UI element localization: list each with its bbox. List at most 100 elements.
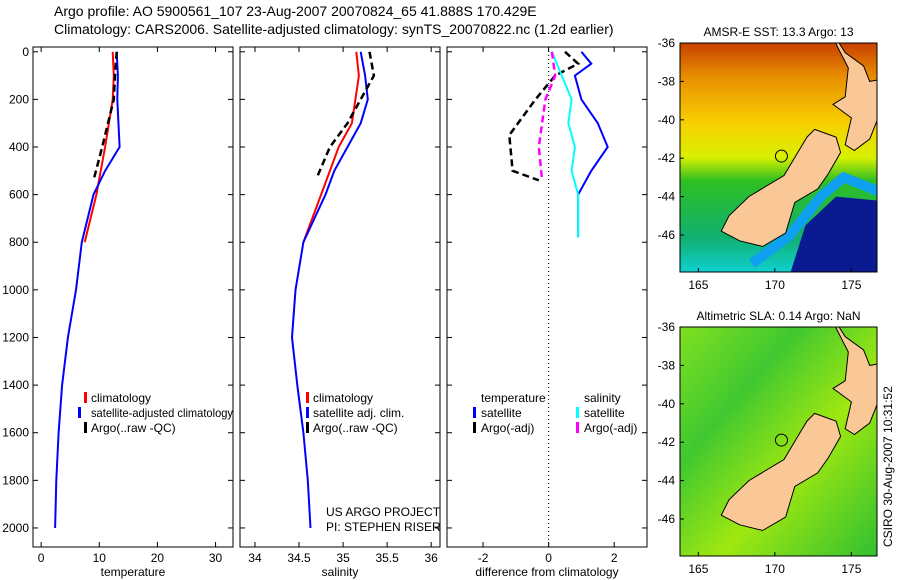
series-satellite-adj-clim- — [290, 51, 369, 529]
y-tick-label: -44 — [658, 474, 676, 488]
x-tick-label: 10 — [93, 551, 107, 565]
y-tick-label: -40 — [658, 113, 676, 127]
legend-swatch — [576, 407, 579, 418]
x-tick-label: 0 — [545, 551, 552, 565]
title-line-2: Climatology: CARS2006. Satellite-adjuste… — [54, 21, 614, 37]
series-argo-raw-qc- — [315, 51, 376, 179]
legend-swatch — [576, 422, 579, 433]
axes-frame — [446, 46, 648, 548]
y-tick-label: -42 — [658, 151, 676, 165]
legend-swatch — [473, 407, 476, 418]
timestamp-stamp: CSIRO 30-Aug-2007 10:31:52 — [881, 386, 895, 547]
x-tick-label: 30 — [209, 551, 223, 565]
legend-label: satellite-adjusted climatology — [91, 406, 233, 420]
land-new-zealand — [832, 43, 877, 152]
x-tick-label: 170 — [765, 562, 785, 576]
series-temperature-satellite — [573, 51, 609, 238]
y-tick-label: 600 — [9, 188, 29, 202]
pi-label: PI: STEPHEN RISER — [326, 520, 441, 534]
y-tick-label: 800 — [9, 235, 29, 249]
x-tick-label: 35.5 — [375, 551, 399, 565]
x-tick-label: 2 — [611, 551, 618, 565]
legend-label: climatology — [313, 391, 373, 405]
y-tick-label: 200 — [9, 92, 29, 106]
map-title: Altimetric SLA: 0.14 Argo: NaN — [696, 309, 860, 323]
cold-water-region — [790, 196, 877, 272]
x-tick-label: 34 — [248, 551, 262, 565]
x-tick-label: 34.5 — [287, 551, 311, 565]
map-frame — [679, 42, 878, 273]
legend-label: climatology — [91, 391, 151, 405]
legend-3: temperature salinity satellite Argo(-adj… — [473, 391, 637, 435]
legend-1: climatology satellite-adjusted climatolo… — [78, 391, 233, 435]
legend-header: temperature — [481, 391, 546, 405]
legend-swatch-satellite — [78, 407, 81, 418]
legend-swatch-argo — [306, 422, 309, 433]
series-salinity-satellite — [550, 51, 580, 238]
legend-label: satellite — [481, 406, 522, 420]
map-title: AMSR-E SST: 13.3 Argo: 13 — [703, 25, 853, 39]
y-tick-label: 1200 — [2, 330, 29, 344]
x-tick-label: 36 — [425, 551, 439, 565]
land-new-zealand — [720, 412, 842, 532]
legend-header: salinity — [584, 391, 621, 405]
y-tick-label: -38 — [658, 74, 676, 88]
series-salinity-argo-adj- — [537, 51, 557, 181]
argo-position-marker — [774, 149, 788, 163]
land-new-zealand — [832, 327, 877, 436]
y-tick-label: 400 — [9, 140, 29, 154]
argo-position-marker — [774, 433, 788, 447]
legend-label: Argo(-adj) — [481, 421, 534, 435]
legend-label: satellite — [584, 406, 625, 420]
profile-panel-2: 34 34.5 35 35.5 36 salinity — [239, 46, 441, 579]
x-axis-label: salinity — [322, 565, 359, 579]
x-tick-label: 175 — [841, 278, 861, 292]
y-tick-label: -44 — [658, 190, 676, 204]
legend-swatch — [473, 422, 476, 433]
y-tick-label: -46 — [658, 512, 676, 526]
y-tick-label: 1600 — [2, 426, 29, 440]
x-tick-label: -2 — [478, 551, 489, 565]
x-tick-label: 0 — [38, 551, 45, 565]
y-tick-label: 0 — [22, 45, 29, 59]
y-tick-label: -36 — [658, 320, 676, 334]
axes-frame — [239, 46, 441, 548]
profile-panel-1: 0 10 20 30 0 200 400 600 800 1000 1200 1400 1600 1800… — [2, 45, 234, 579]
land-new-zealand — [720, 128, 842, 248]
series-climatology — [302, 51, 360, 243]
legend-swatch-climatology — [84, 392, 87, 403]
x-tick-label: 165 — [688, 278, 708, 292]
axes-frame — [32, 46, 234, 548]
y-tick-label: 2000 — [2, 521, 29, 535]
y-tick-label: -42 — [658, 435, 676, 449]
x-axis-label: temperature — [101, 565, 166, 579]
x-tick-label: 175 — [841, 562, 861, 576]
legend-swatch-argo — [84, 422, 87, 433]
y-tick-label: -46 — [658, 228, 676, 242]
x-tick-label: 170 — [765, 278, 785, 292]
legend-2: climatology satellite adj. clim. Argo(..… — [306, 391, 404, 435]
x-tick-label: 35 — [336, 551, 350, 565]
project-label: US ARGO PROJECT — [326, 505, 441, 519]
x-axis-label: difference from climatology — [475, 565, 618, 579]
title-line-1: Argo profile: AO 5900561_107 23-Aug-2007… — [54, 3, 537, 19]
series-satellite-adjusted-climatology — [54, 51, 121, 529]
legend-swatch-climatology — [306, 392, 309, 403]
legend-swatch-satellite — [306, 407, 309, 418]
series-temperature-argo-adj- — [508, 50, 581, 182]
y-tick-label: 1400 — [2, 378, 29, 392]
map-frame — [679, 326, 878, 557]
y-tick-label: -40 — [658, 397, 676, 411]
x-tick-label: 20 — [151, 551, 165, 565]
series-argo-raw-qc- — [92, 51, 118, 181]
y-tick-label: 1800 — [2, 473, 29, 487]
shelf-water — [748, 171, 877, 268]
sst-map: AMSR-E SST: 13.3 Argo: 13 165 170 175 -36 -38… — [658, 25, 878, 292]
y-tick-label: -36 — [658, 36, 676, 50]
y-tick-label: -38 — [658, 358, 676, 372]
x-tick-label: 165 — [688, 562, 708, 576]
legend-label: Argo(..raw -QC) — [91, 421, 176, 435]
legend-label: satellite adj. clim. — [313, 406, 404, 420]
